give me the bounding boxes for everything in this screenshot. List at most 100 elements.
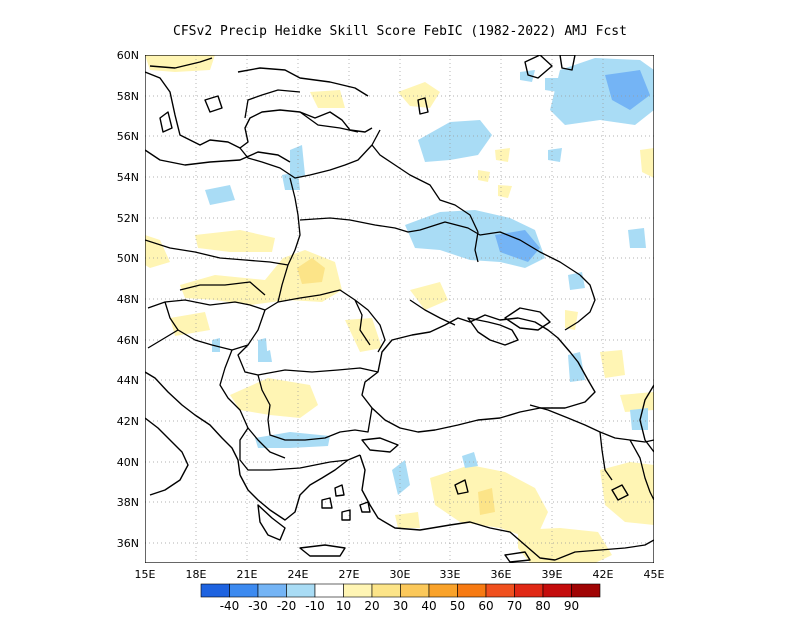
longitude-tick-labels: 15E 18E 21E 24E 27E 30E 33E 36E 39E 42E … bbox=[135, 568, 665, 581]
lake-peipus bbox=[417, 97, 429, 115]
positive-skill-region bbox=[395, 512, 420, 528]
colorbar-swatch bbox=[485, 583, 515, 598]
colorbar-swatch bbox=[257, 583, 287, 598]
colorbar: -40 -30 -20 -10 10 20 30 40 50 60 70 80 90 bbox=[200, 583, 601, 613]
lat-tick-label: 58N bbox=[117, 90, 139, 103]
lat-tick-label: 38N bbox=[117, 496, 139, 509]
lat-tick-label: 48N bbox=[117, 293, 139, 306]
positive-skill-region bbox=[170, 312, 210, 336]
negative-skill-region bbox=[520, 70, 535, 82]
colorbar-swatch bbox=[343, 583, 373, 598]
colorbar-label: -40 bbox=[220, 599, 240, 613]
negative-skill-region bbox=[568, 272, 585, 290]
skill-score-shading bbox=[145, 55, 654, 563]
crimea-coast bbox=[467, 317, 519, 346]
colorbar-swatch bbox=[286, 583, 316, 598]
positive-skill-region bbox=[297, 258, 325, 284]
negative-skill-region bbox=[392, 460, 410, 495]
lake-onega bbox=[559, 55, 576, 71]
colorbar-swatch bbox=[229, 583, 259, 598]
colorbar-swatch bbox=[200, 583, 230, 598]
greece-coast bbox=[239, 454, 361, 521]
colorbar-label: 40 bbox=[421, 599, 436, 613]
coastlines bbox=[145, 55, 654, 563]
colorbar-swatch bbox=[314, 583, 344, 598]
colorbar-label: 20 bbox=[364, 599, 379, 613]
positive-skill-region bbox=[518, 528, 612, 563]
lat-tick-label: 42N bbox=[117, 415, 139, 428]
negative-skill-region bbox=[630, 408, 648, 430]
latitude-tick-labels: 36N 38N 40N 42N 44N 46N 48N 50N 52N 54N … bbox=[117, 49, 139, 550]
lon-tick-label: 33E bbox=[440, 568, 461, 581]
negative-skill-region bbox=[568, 352, 585, 382]
colorbar-swatch bbox=[371, 583, 401, 598]
colorbar-label: -20 bbox=[277, 599, 297, 613]
lake-ladoga bbox=[524, 55, 553, 79]
lon-tick-label: 39E bbox=[542, 568, 563, 581]
colorbar-label: 30 bbox=[393, 599, 408, 613]
map-plot-area bbox=[145, 55, 654, 563]
lat-tick-label: 36N bbox=[117, 537, 139, 550]
positive-skill-region bbox=[230, 378, 318, 418]
negative-skill-region bbox=[605, 70, 650, 110]
peloponnese-coast bbox=[257, 504, 286, 541]
positive-skill-region bbox=[410, 282, 448, 310]
positive-skill-region bbox=[565, 310, 578, 330]
positive-skill-region bbox=[620, 392, 654, 412]
lat-tick-label: 54N bbox=[117, 171, 139, 184]
lon-tick-label: 30E bbox=[390, 568, 411, 581]
lat-tick-label: 56N bbox=[117, 130, 139, 143]
colorbar-swatch bbox=[514, 583, 544, 598]
lon-tick-label: 36E bbox=[491, 568, 512, 581]
colorbar-swatch bbox=[457, 583, 487, 598]
positive-skill-region bbox=[478, 170, 490, 182]
colorbar-label: -10 bbox=[305, 599, 325, 613]
turkey-coast bbox=[359, 454, 556, 561]
positive-skill-region bbox=[498, 185, 512, 198]
colorbar-swatch bbox=[542, 583, 572, 598]
lon-tick-label: 18E bbox=[186, 568, 207, 581]
colorbar-swatch bbox=[571, 583, 601, 598]
colorbar-label: 80 bbox=[535, 599, 550, 613]
marmara-coast bbox=[361, 437, 399, 453]
positive-skill-region bbox=[478, 488, 495, 515]
positive-skill-region bbox=[180, 250, 342, 305]
gotland-island bbox=[159, 111, 173, 133]
lat-tick-label: 46N bbox=[117, 334, 139, 347]
country-borders bbox=[145, 89, 654, 561]
positive-skill-region bbox=[145, 55, 215, 72]
colorbar-label: 90 bbox=[564, 599, 579, 613]
italy-coast bbox=[145, 417, 189, 496]
lake-van bbox=[611, 484, 629, 501]
negative-skill-region bbox=[628, 228, 646, 248]
lon-tick-label: 15E bbox=[135, 568, 156, 581]
lat-tick-label: 40N bbox=[117, 456, 139, 469]
adriatic-coast bbox=[145, 371, 241, 476]
negative-skill-region bbox=[548, 148, 562, 162]
colorbar-swatch bbox=[428, 583, 458, 598]
negative-skill-region bbox=[290, 145, 305, 180]
lat-tick-label: 44N bbox=[117, 374, 139, 387]
positive-skill-region bbox=[145, 235, 170, 268]
lat-tick-label: 60N bbox=[117, 49, 139, 62]
negative-skill-region bbox=[418, 120, 492, 162]
lon-tick-label: 27E bbox=[339, 568, 360, 581]
colorbar-label: 10 bbox=[336, 599, 351, 613]
saaremaa-island bbox=[204, 95, 223, 113]
negative-skill-region bbox=[265, 350, 272, 362]
lat-tick-label: 52N bbox=[117, 212, 139, 225]
crete-coast bbox=[299, 544, 346, 557]
lon-tick-label: 24E bbox=[288, 568, 309, 581]
aegean-islands bbox=[321, 484, 371, 521]
colorbar-label: 60 bbox=[478, 599, 493, 613]
caspian-coast bbox=[639, 384, 654, 453]
cyprus-coast bbox=[504, 551, 531, 563]
lon-tick-label: 42E bbox=[593, 568, 614, 581]
lon-tick-label: 45E bbox=[644, 568, 665, 581]
negative-skill-region bbox=[545, 78, 560, 92]
negative-skill-region bbox=[212, 338, 220, 352]
negative-skill-region bbox=[495, 230, 540, 262]
azov-coast bbox=[504, 307, 551, 331]
colorbar-label: 70 bbox=[507, 599, 522, 613]
